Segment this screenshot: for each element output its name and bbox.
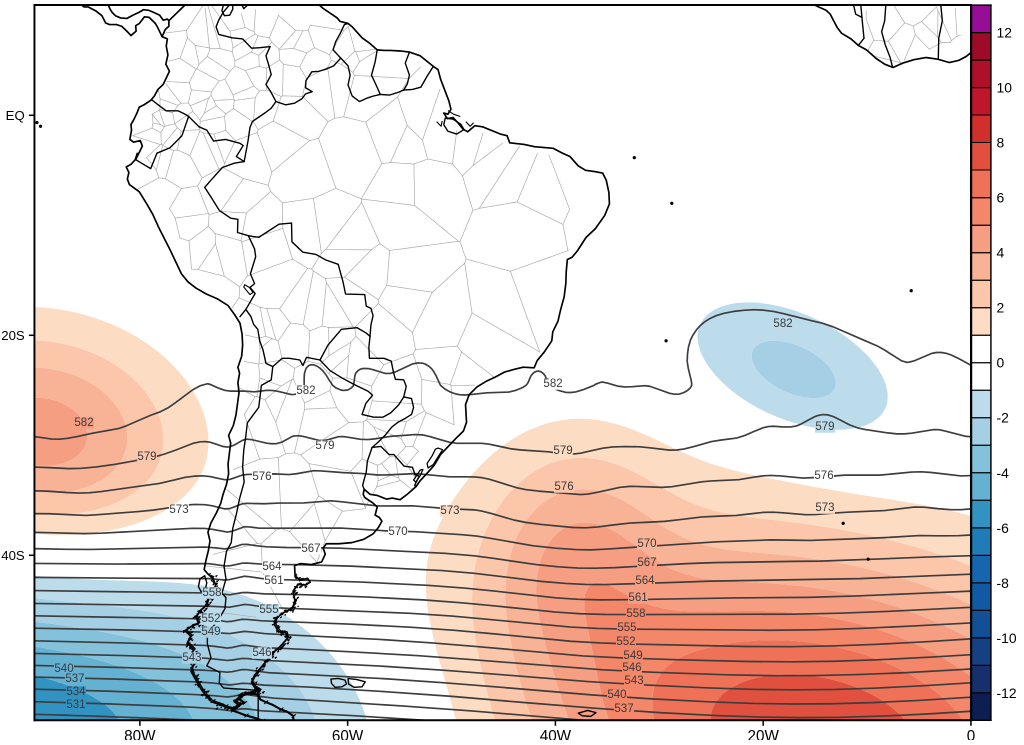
- svg-text:80W: 80W: [124, 728, 156, 740]
- svg-text:6: 6: [997, 190, 1005, 206]
- svg-text:40W: 40W: [540, 728, 572, 740]
- svg-text:549: 549: [623, 650, 642, 662]
- svg-text:570: 570: [637, 538, 656, 550]
- svg-text:546: 546: [622, 662, 641, 674]
- svg-text:540: 540: [607, 689, 626, 701]
- svg-text:561: 561: [628, 592, 647, 604]
- svg-text:-10: -10: [997, 630, 1017, 646]
- svg-text:534: 534: [66, 686, 86, 698]
- svg-text:4: 4: [997, 245, 1005, 261]
- svg-text:40S: 40S: [1, 548, 25, 563]
- svg-text:558: 558: [626, 608, 645, 620]
- svg-text:20W: 20W: [747, 728, 779, 740]
- svg-text:537: 537: [614, 703, 633, 715]
- svg-text:582: 582: [543, 378, 562, 390]
- svg-text:579: 579: [315, 440, 334, 452]
- svg-text:8: 8: [997, 135, 1005, 151]
- svg-text:579: 579: [815, 421, 834, 433]
- svg-text:537: 537: [65, 673, 84, 685]
- svg-text:20S: 20S: [1, 328, 25, 343]
- svg-text:567: 567: [301, 543, 320, 555]
- svg-text:-6: -6: [997, 520, 1010, 536]
- svg-text:546: 546: [252, 647, 271, 659]
- svg-text:576: 576: [554, 481, 573, 493]
- svg-text:552: 552: [616, 636, 635, 648]
- svg-text:EQ: EQ: [6, 108, 25, 123]
- svg-text:582: 582: [773, 318, 792, 330]
- svg-text:555: 555: [259, 604, 278, 616]
- svg-text:567: 567: [637, 557, 656, 569]
- svg-text:552: 552: [201, 613, 220, 625]
- svg-text:573: 573: [169, 504, 188, 516]
- svg-text:0: 0: [967, 728, 976, 740]
- svg-text:12: 12: [997, 25, 1013, 41]
- svg-text:564: 564: [635, 575, 655, 587]
- svg-text:573: 573: [815, 502, 834, 514]
- svg-text:582: 582: [74, 417, 93, 429]
- svg-text:561: 561: [264, 575, 283, 587]
- svg-text:576: 576: [814, 470, 833, 482]
- svg-text:579: 579: [553, 445, 572, 457]
- svg-text:543: 543: [182, 652, 201, 664]
- svg-text:543: 543: [624, 675, 643, 687]
- svg-text:2: 2: [997, 300, 1005, 316]
- svg-text:540: 540: [54, 663, 73, 675]
- svg-text:-12: -12: [997, 685, 1017, 701]
- svg-text:582: 582: [296, 385, 315, 397]
- svg-text:-2: -2: [997, 410, 1010, 426]
- svg-text:579: 579: [137, 451, 156, 463]
- svg-text:60W: 60W: [332, 728, 364, 740]
- svg-text:555: 555: [617, 622, 636, 634]
- svg-text:-4: -4: [997, 465, 1010, 481]
- svg-text:10: 10: [997, 80, 1013, 96]
- svg-text:576: 576: [252, 471, 271, 483]
- svg-text:564: 564: [262, 561, 282, 573]
- svg-text:558: 558: [202, 587, 221, 599]
- svg-text:-8: -8: [997, 575, 1010, 591]
- svg-text:573: 573: [440, 505, 459, 517]
- svg-text:0: 0: [997, 355, 1005, 371]
- svg-text:549: 549: [201, 626, 220, 638]
- svg-text:531: 531: [66, 699, 85, 711]
- svg-text:570: 570: [388, 526, 407, 538]
